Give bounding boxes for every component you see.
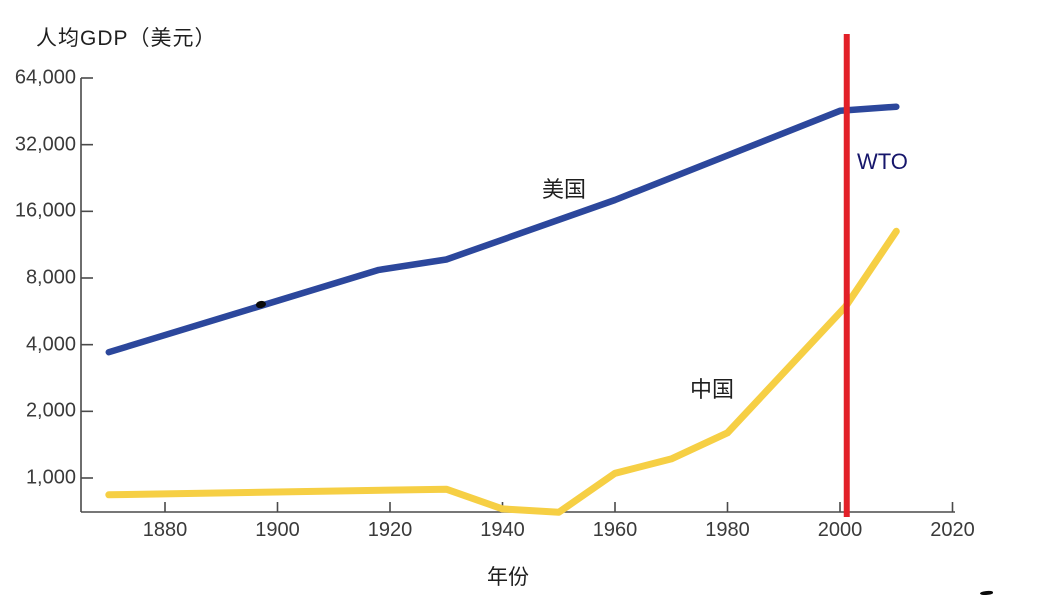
x-axis-title: 年份: [487, 566, 529, 589]
y-tick-label: 64,000: [14, 66, 76, 89]
x-tick-label: 1960: [592, 519, 638, 541]
y-tick-label: 16,000: [14, 199, 76, 222]
y-tick-label: 32,000: [14, 133, 76, 156]
x-tick-label: 1920: [367, 519, 413, 541]
y-tick-label: 1,000: [25, 466, 76, 489]
series-line-china: [105, 227, 900, 516]
y-tick-label: 8,000: [25, 266, 76, 289]
series-label-usa: 美国: [542, 177, 587, 202]
series-label-china: 中国: [690, 377, 735, 402]
wto-annotation-label: WTO: [857, 149, 908, 174]
chart-title: 人均GDP（美元）: [36, 27, 217, 50]
y-tick-label: 4,000: [25, 333, 76, 356]
y-tick-label: 2,000: [25, 399, 76, 422]
x-tick-label: 1880: [142, 519, 188, 541]
x-tick-label: 1900: [255, 519, 300, 541]
x-tick-label: 2020: [930, 519, 975, 541]
x-tick-label: 1980: [705, 519, 750, 541]
series-line-usa: [105, 103, 900, 356]
x-tick-label: 1940: [480, 519, 525, 541]
x-tick-label: 2000: [817, 519, 863, 541]
